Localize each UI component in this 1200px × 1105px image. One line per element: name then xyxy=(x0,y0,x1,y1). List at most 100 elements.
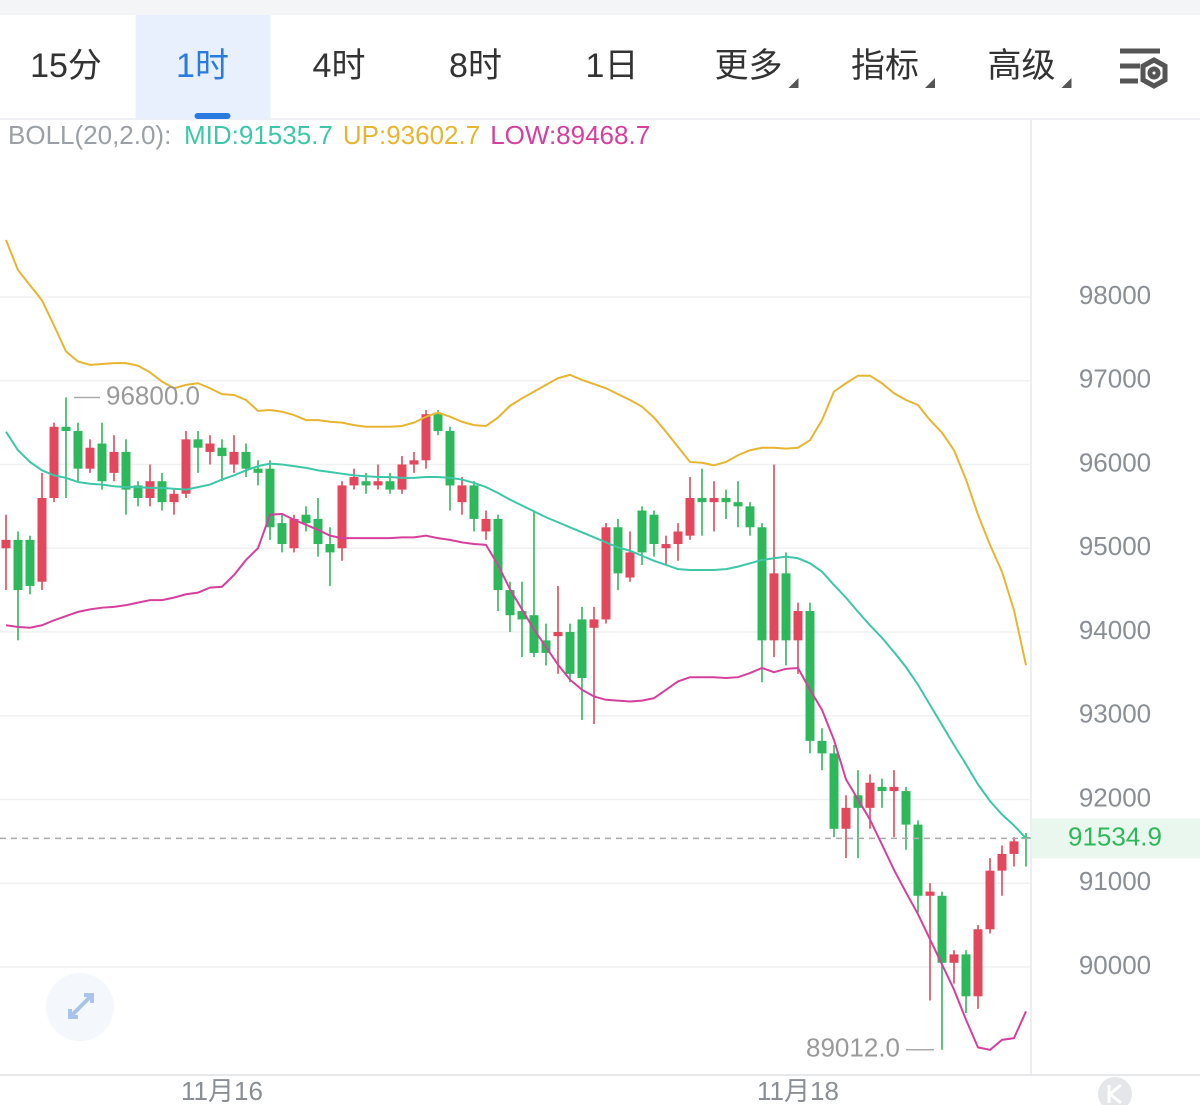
x-tick-label: 11月18 xyxy=(757,1076,839,1105)
candle-body xyxy=(1009,841,1019,854)
tab[interactable]: 指标 xyxy=(851,47,919,85)
candle-body xyxy=(433,414,443,431)
y-tick-label: 97000 xyxy=(1079,364,1151,394)
candle-body xyxy=(325,544,335,553)
candle-body xyxy=(361,481,371,486)
candle-body xyxy=(193,439,203,448)
candle-body xyxy=(241,451,251,469)
y-tick-label: 98000 xyxy=(1079,280,1151,310)
candle-body xyxy=(733,502,743,507)
candle-body xyxy=(505,590,515,616)
candle-body xyxy=(853,795,863,808)
candle-body xyxy=(565,631,575,674)
settings-icon[interactable] xyxy=(1120,48,1168,89)
candle-body xyxy=(289,518,299,549)
candle-body xyxy=(61,426,71,431)
x-tick-label: 11月16 xyxy=(181,1076,263,1105)
candle-body xyxy=(469,485,479,519)
boll-line xyxy=(5,512,1027,1051)
candle-body xyxy=(1,539,11,549)
candle-body xyxy=(97,443,107,482)
candle-body xyxy=(277,523,287,545)
dropdown-caret xyxy=(1061,78,1072,88)
candle-body xyxy=(781,573,791,641)
candle-body xyxy=(985,870,995,930)
y-tick-label: 94000 xyxy=(1079,615,1151,645)
tab[interactable]: 高级 xyxy=(988,47,1056,85)
candle-body xyxy=(913,824,923,896)
candle-body xyxy=(961,954,971,997)
candle-body xyxy=(901,791,911,825)
boll-line xyxy=(5,239,1027,666)
candle-body xyxy=(673,531,683,545)
last-price-box xyxy=(1032,818,1200,859)
candle-body xyxy=(517,611,527,620)
expand-button[interactable] xyxy=(46,973,114,1041)
candle-body xyxy=(121,451,131,490)
candle-body xyxy=(721,497,731,503)
candle-body xyxy=(25,539,35,586)
legend: MID:91535.7 UP:93602.7 LOW:89468.7 xyxy=(184,120,650,150)
candle-body xyxy=(409,460,419,465)
candle-body xyxy=(49,426,59,498)
tab[interactable]: 更多 xyxy=(715,47,783,85)
candle-body xyxy=(661,544,671,549)
candle-body xyxy=(841,807,851,829)
candle-body xyxy=(829,753,839,829)
y-tick-label: 90000 xyxy=(1079,950,1151,980)
candle-body xyxy=(937,895,947,963)
candle-body xyxy=(949,954,959,963)
candle-body xyxy=(685,497,695,536)
candle-body xyxy=(109,451,119,473)
tab[interactable]: 1时 xyxy=(176,47,229,85)
candle-body xyxy=(421,414,431,461)
candle-body xyxy=(457,485,467,503)
candle-body xyxy=(37,497,47,582)
candle-body xyxy=(997,853,1007,871)
tab[interactable]: 4时 xyxy=(313,47,366,85)
y-tick-label: 93000 xyxy=(1079,699,1151,729)
low-marker-label: 89012.0 xyxy=(806,1033,900,1063)
candle-body xyxy=(85,447,95,469)
candle-body xyxy=(253,468,263,473)
y-tick-label: 92000 xyxy=(1079,782,1151,812)
candle-body xyxy=(181,439,191,494)
tab-bar: 15分 1时 4时 8时 1日 更多 指标 高级 xyxy=(30,15,1072,119)
candle-body xyxy=(865,782,875,808)
candle-body xyxy=(589,619,599,628)
candle-body xyxy=(301,514,311,524)
candle-body xyxy=(265,468,275,528)
candle-body xyxy=(205,443,215,452)
candle-body xyxy=(601,527,611,620)
tab[interactable]: 8时 xyxy=(449,47,502,85)
candle-body xyxy=(73,430,83,469)
candle-body xyxy=(757,527,767,641)
dropdown-caret xyxy=(788,78,799,88)
y-tick-label: 91000 xyxy=(1079,866,1151,896)
candle-body xyxy=(337,485,347,549)
plot: 90000 91000 92000 93000 94000 95000 96000 97000… xyxy=(0,239,1200,1105)
legend-entry: MID:91535.7 xyxy=(184,120,333,150)
candle-body xyxy=(709,497,719,503)
candle-body xyxy=(157,481,167,503)
candle-body xyxy=(217,447,227,457)
tab[interactable]: 1日 xyxy=(586,47,639,85)
candle-body xyxy=(769,573,779,641)
candle-body xyxy=(373,481,383,486)
candle-body xyxy=(793,611,803,641)
candle-body xyxy=(697,497,707,503)
status-strip xyxy=(0,0,1200,15)
candle-body xyxy=(445,430,455,486)
k-button[interactable] xyxy=(1098,1077,1132,1105)
candle-body xyxy=(493,518,503,591)
candle-body xyxy=(229,451,239,465)
candle-body xyxy=(169,493,179,503)
active-tab-indicator xyxy=(194,113,231,119)
candle-body xyxy=(625,552,635,578)
candle-body xyxy=(481,518,491,532)
candle-body xyxy=(817,740,827,754)
candle-body xyxy=(805,611,815,741)
tab[interactable]: 15分 xyxy=(30,47,102,85)
y-tick-label: 96000 xyxy=(1079,447,1151,477)
